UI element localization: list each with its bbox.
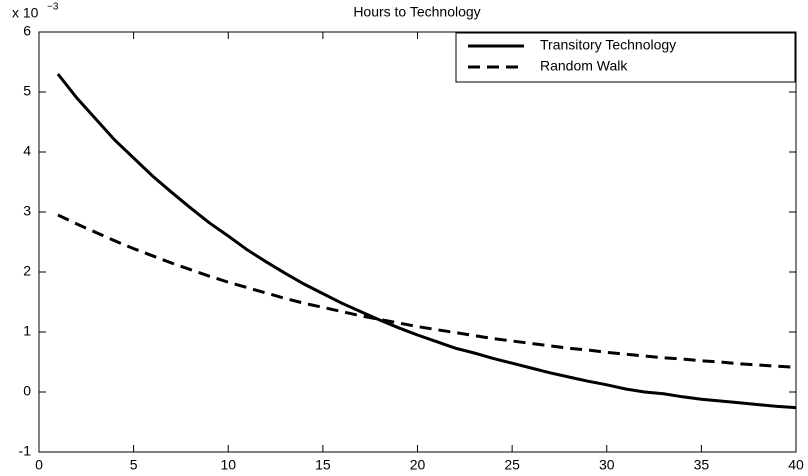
x-tick-label: 0: [35, 457, 43, 473]
y-multiplier-exponent: −3: [47, 2, 59, 13]
y-multiplier: x 10: [12, 5, 39, 21]
plot-area: [38, 31, 797, 453]
x-tick-label: 40: [788, 457, 804, 473]
x-tick-label: 15: [315, 457, 331, 473]
y-tick-label: 0: [23, 383, 31, 399]
y-tick-label: 1: [23, 323, 31, 339]
y-tick-label: 6: [23, 23, 31, 39]
x-tick-label: 30: [599, 457, 615, 473]
x-tick-label: 35: [694, 457, 710, 473]
x-tick-label: 10: [220, 457, 236, 473]
y-tick-label: 3: [23, 203, 31, 219]
legend-box: [455, 32, 796, 83]
chart-title: Hours to Technology: [353, 4, 480, 20]
x-tick-label: 5: [130, 457, 138, 473]
legend-label: Random Walk: [540, 58, 628, 74]
x-tick-label: 25: [504, 457, 520, 473]
x-tick-label: 20: [410, 457, 426, 473]
series-line: [57, 213, 797, 369]
y-tick-label: -1: [19, 443, 32, 459]
y-tick-label: 5: [23, 83, 31, 99]
y-tick-label: 2: [23, 263, 31, 279]
y-tick-label: 4: [23, 143, 31, 159]
legend-label: Transitory Technology: [540, 37, 676, 53]
series-line: [56, 73, 797, 410]
